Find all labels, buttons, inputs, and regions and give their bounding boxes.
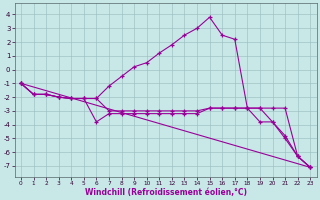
X-axis label: Windchill (Refroidissement éolien,°C): Windchill (Refroidissement éolien,°C) <box>84 188 247 197</box>
